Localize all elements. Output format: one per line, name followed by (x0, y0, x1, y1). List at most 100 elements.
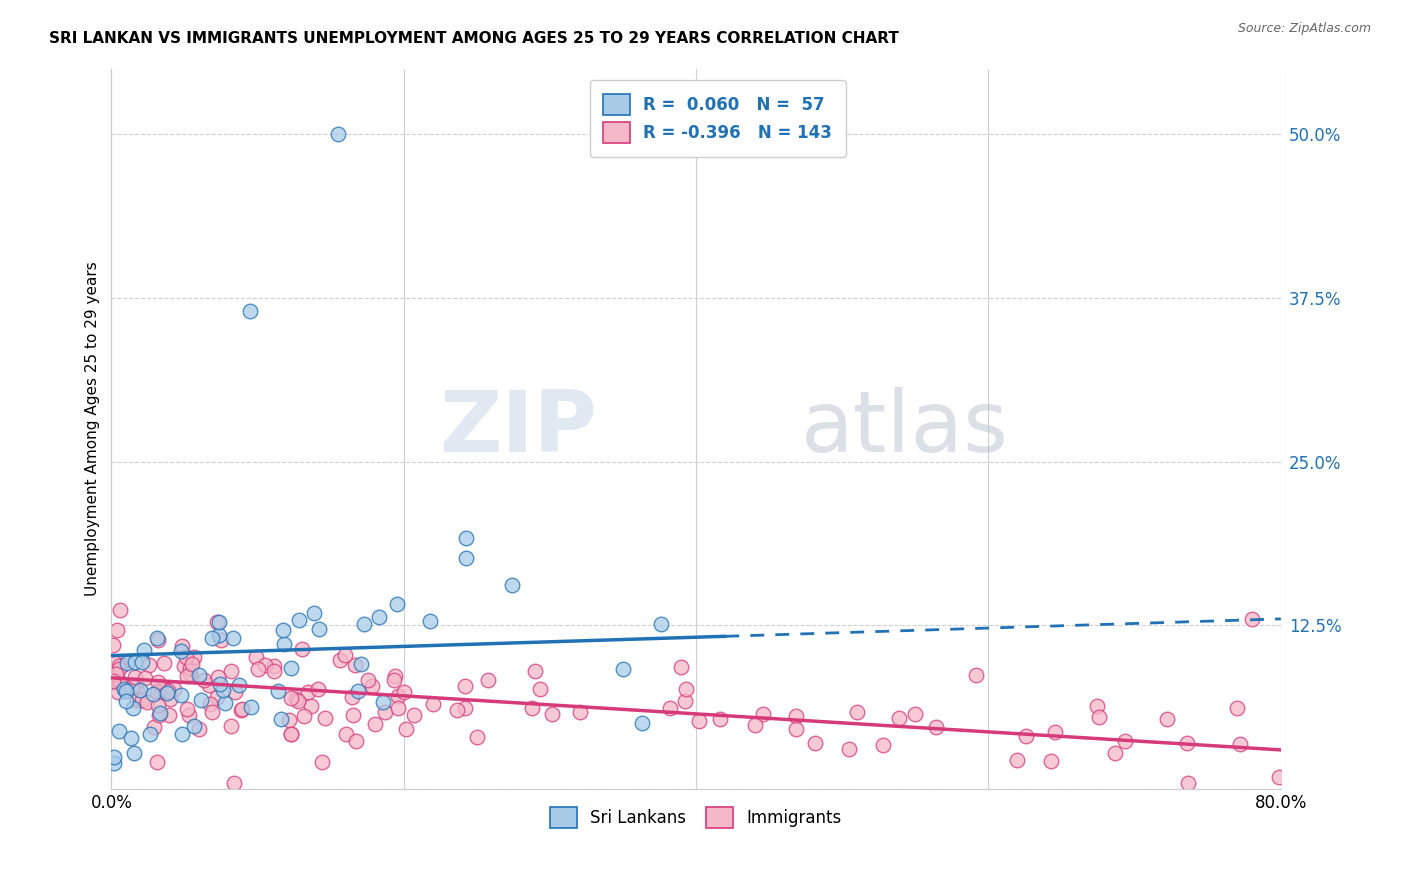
Point (1005, 753, 1028, 767)
Point (1240, 612, 1263, 626)
Point (454, 701, 477, 715)
Point (198, 697, 221, 711)
Point (254, 657, 277, 672)
Point (105, 667, 128, 681)
Point (299, 699, 322, 714)
Point (108, 676, 131, 690)
Text: atlas: atlas (801, 387, 1010, 470)
Point (965, 668, 987, 682)
Point (392, 685, 415, 699)
Point (404, 707, 426, 722)
Point (284, 691, 307, 706)
Point (104, 656, 127, 670)
Point (1088, 709, 1111, 723)
Point (277, 713, 299, 727)
Point (477, 673, 499, 688)
Point (422, 697, 444, 711)
Point (744, 718, 766, 732)
Point (343, 657, 366, 672)
Point (925, 720, 948, 734)
Point (222, 631, 245, 645)
Point (307, 682, 329, 697)
Point (111, 657, 134, 672)
Point (245, 650, 267, 665)
Point (280, 726, 302, 740)
Point (501, 578, 523, 592)
Point (139, 727, 162, 741)
Point (190, 693, 212, 707)
Point (179, 666, 201, 681)
Point (174, 650, 197, 665)
Point (170, 688, 193, 702)
Point (335, 727, 357, 741)
Point (148, 633, 170, 648)
Point (173, 658, 195, 673)
Point (270, 712, 292, 726)
Point (201, 705, 224, 719)
Point (395, 722, 418, 736)
Point (364, 717, 387, 731)
Point (273, 637, 295, 651)
Point (183, 719, 205, 733)
Point (291, 641, 314, 656)
Point (101, 638, 124, 652)
Point (387, 689, 409, 703)
Point (115, 694, 138, 708)
Point (1085, 699, 1108, 714)
Point (224, 685, 246, 699)
Point (456, 532, 478, 546)
Point (138, 658, 160, 673)
Point (367, 609, 389, 624)
Point (183, 649, 205, 664)
Point (131, 693, 153, 707)
Point (373, 694, 395, 708)
Point (179, 661, 201, 675)
Point (142, 720, 165, 734)
Point (1104, 746, 1126, 760)
Point (146, 632, 169, 646)
Point (308, 622, 330, 636)
Point (219, 664, 242, 678)
Point (1226, 701, 1249, 715)
Point (146, 755, 169, 769)
Point (569, 705, 592, 719)
Point (208, 615, 231, 629)
Point (688, 714, 710, 728)
Point (112, 681, 135, 696)
Point (121, 701, 143, 715)
Point (172, 727, 194, 741)
Point (209, 676, 232, 690)
Point (361, 680, 384, 694)
Point (419, 614, 441, 628)
Point (129, 683, 152, 698)
Point (273, 623, 295, 637)
Point (214, 696, 236, 710)
Point (211, 683, 233, 698)
Point (163, 681, 186, 696)
Point (247, 662, 270, 676)
Point (671, 660, 693, 674)
Point (115, 656, 138, 670)
Point (357, 673, 380, 688)
Point (105, 623, 128, 637)
Point (172, 639, 194, 653)
Point (110, 603, 132, 617)
Legend: Sri Lankans, Immigrants: Sri Lankans, Immigrants (544, 800, 848, 835)
Point (148, 707, 170, 722)
Point (350, 657, 373, 671)
Point (1229, 737, 1251, 751)
Point (157, 708, 180, 723)
Point (152, 681, 174, 696)
Point (103, 750, 125, 764)
Point (127, 686, 149, 700)
Point (145, 685, 167, 699)
Point (150, 679, 173, 693)
Point (1156, 712, 1178, 726)
Point (344, 734, 367, 748)
Point (385, 597, 408, 611)
Point (529, 681, 551, 696)
Point (229, 703, 252, 717)
Point (280, 691, 302, 706)
Point (142, 687, 165, 701)
Point (297, 684, 319, 698)
